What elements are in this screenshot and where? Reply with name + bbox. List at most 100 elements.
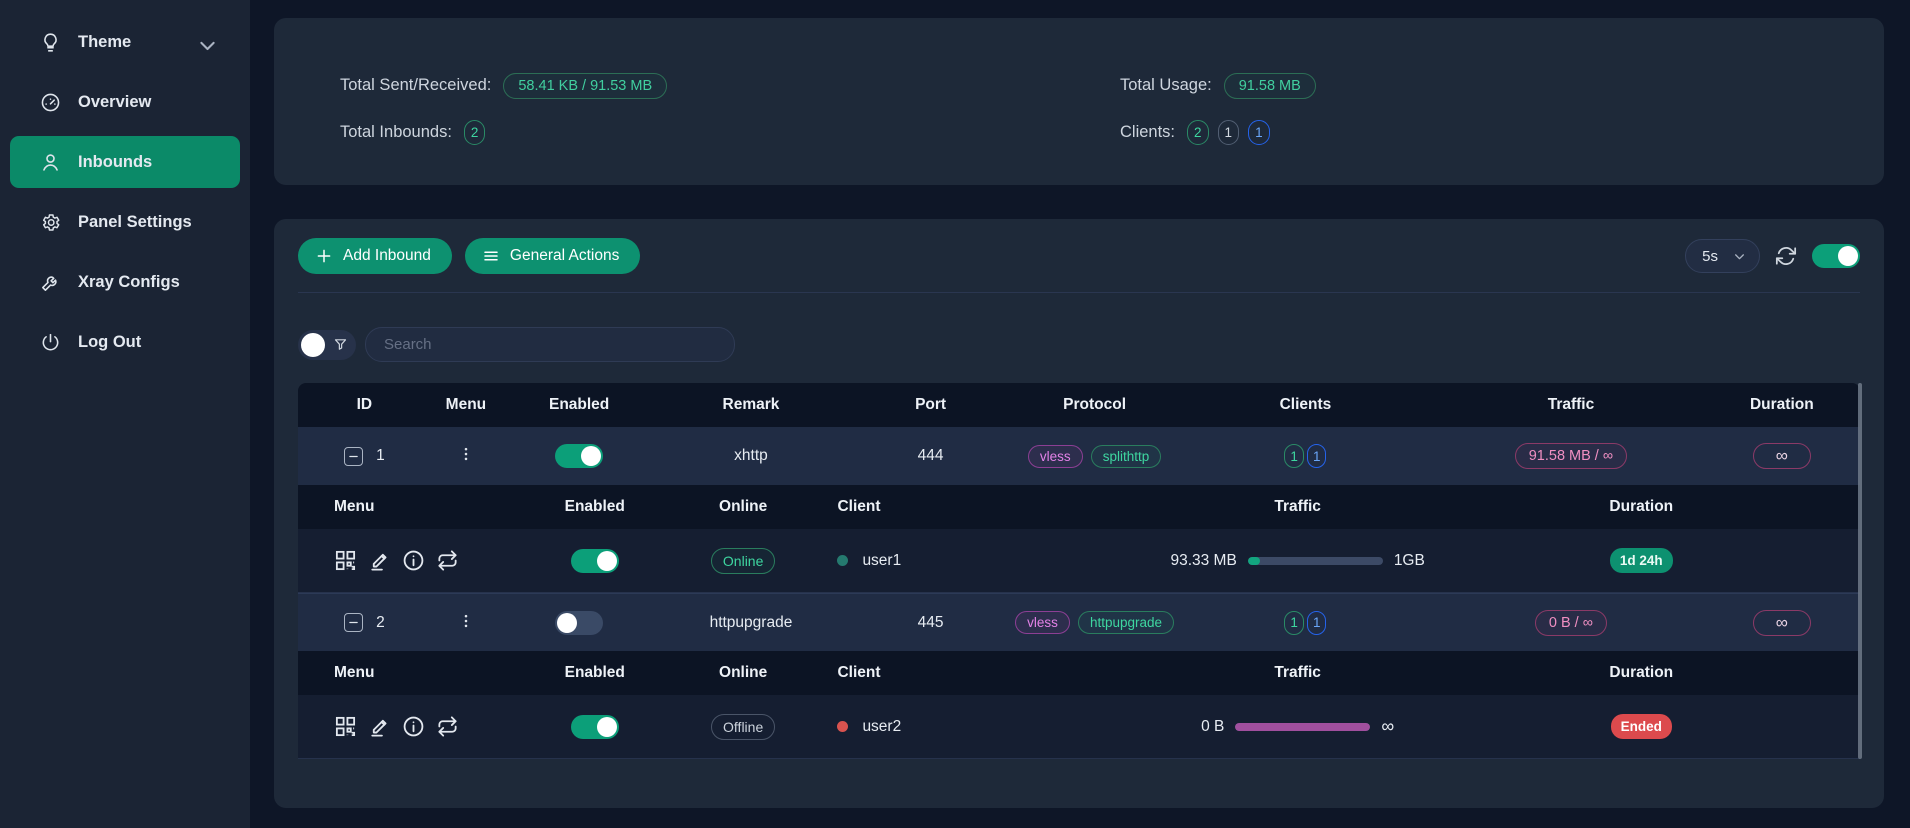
sidebar-item-overview[interactable]: Overview: [10, 76, 240, 128]
traffic-used: 0 B: [1201, 717, 1225, 735]
traffic-used: 93.33 MB: [1170, 551, 1237, 569]
info-icon[interactable]: [402, 549, 425, 572]
traffic-total: 1GB: [1393, 551, 1425, 569]
client-online-badge: 1: [1306, 610, 1327, 635]
client-duration-badge: Ended: [1610, 714, 1672, 739]
client-row: Online user1 93.33 MB 1GB 1d 24h: [298, 529, 1860, 593]
refresh-icon[interactable]: [1775, 245, 1797, 267]
collapse-row-button[interactable]: [344, 446, 364, 466]
stat-label: Clients:: [1120, 123, 1176, 141]
sidebar-item-xray-configs[interactable]: Xray Configs: [10, 256, 240, 308]
reset-traffic-icon[interactable]: [436, 715, 459, 738]
toolbar-divider: [298, 292, 1860, 293]
toggle-knob: [557, 612, 578, 633]
clients-total-badge: 2: [1187, 120, 1209, 145]
sub-col-client: Client: [837, 664, 881, 681]
sub-col-traffic: Traffic: [1274, 664, 1321, 681]
sidebar-item-log-out[interactable]: Log Out: [10, 316, 240, 368]
col-header-clients: Clients: [1279, 396, 1332, 413]
protocol-tag: httpupgrade: [1077, 611, 1174, 634]
inbound-traffic-pill: 0 B / ∞: [1534, 609, 1608, 636]
stat-label: Total Inbounds:: [340, 123, 452, 141]
sidebar-item-theme[interactable]: Theme: [10, 16, 240, 68]
sub-col-client: Client: [837, 498, 881, 515]
inbound-enabled-toggle[interactable]: [555, 444, 604, 468]
stat-total-usage: Total Usage: 91.58 MB: [1120, 72, 1316, 99]
protocol-tag: vless: [1015, 611, 1070, 634]
traffic-progress-bar: [1247, 556, 1383, 565]
qr-code-icon[interactable]: [334, 715, 357, 738]
inbound-id: 1: [376, 447, 385, 464]
clients-deactive-badge: 1: [1217, 120, 1240, 145]
toggle-knob: [596, 550, 617, 571]
col-header-menu: Menu: [445, 396, 487, 413]
traffic-progress-bar: [1235, 722, 1371, 731]
client-table-header: Menu Enabled Online Client Traffic Durat…: [298, 485, 1860, 529]
plus-icon: [315, 247, 333, 265]
auto-refresh-toggle[interactable]: [1812, 244, 1860, 268]
search-input[interactable]: [365, 327, 735, 362]
collapse-row-button[interactable]: [344, 613, 364, 632]
reset-traffic-icon[interactable]: [436, 549, 459, 572]
add-inbound-button[interactable]: Add Inbound: [298, 238, 452, 274]
edit-icon[interactable]: [368, 715, 391, 738]
client-name: user2: [862, 717, 902, 735]
traffic-progress-fill: [1235, 722, 1371, 731]
inbounds-count-badge: 2: [463, 120, 486, 145]
filter-toggle-knob: [301, 332, 325, 357]
info-icon[interactable]: [402, 715, 425, 738]
qr-code-icon[interactable]: [334, 549, 357, 572]
refresh-interval-value: 5s: [1702, 247, 1718, 265]
filter-toggle[interactable]: [298, 329, 356, 360]
col-header-duration: Duration: [1749, 396, 1814, 413]
client-enabled-toggle[interactable]: [570, 714, 619, 739]
sidebar-item-label: Theme: [78, 32, 132, 51]
col-header-traffic: Traffic: [1547, 396, 1595, 413]
add-inbound-label: Add Inbound: [343, 247, 431, 264]
stat-label: Total Usage:: [1120, 76, 1212, 94]
inbound-traffic-pill: 91.58 MB / ∞: [1514, 443, 1628, 469]
toggle-knob: [596, 716, 617, 737]
sub-col-menu: Menu: [334, 664, 375, 681]
main-content: Total Sent/Received: 58.41 KB / 91.53 MB…: [250, 0, 1910, 828]
sub-col-traffic: Traffic: [1274, 498, 1321, 515]
table-scrollbar[interactable]: [1858, 383, 1862, 759]
inbound-duration-pill: ∞: [1752, 443, 1811, 469]
bulb-icon: [40, 32, 61, 53]
sidebar-item-panel-settings[interactable]: Panel Settings: [10, 196, 240, 248]
col-header-port: Port: [915, 396, 947, 413]
inbound-remark: xhttp: [734, 447, 768, 464]
client-enabled-toggle[interactable]: [570, 548, 619, 573]
refresh-interval-select[interactable]: 5s: [1685, 239, 1760, 273]
client-duration-badge: 1d 24h: [1609, 548, 1673, 573]
client-table-header: Menu Enabled Online Client Traffic Durat…: [298, 651, 1860, 695]
inbound-enabled-toggle[interactable]: [555, 610, 604, 635]
client-row: Offline user2 0 B ∞ Ended: [298, 695, 1860, 759]
row-menu-button[interactable]: [457, 612, 475, 634]
clients-online-badge: 1: [1248, 120, 1270, 145]
table-header-row: ID Menu Enabled Remark Port Protocol Cli…: [298, 383, 1860, 427]
col-header-remark: Remark: [722, 396, 780, 413]
inbound-duration-pill: ∞: [1752, 609, 1811, 636]
inbounds-table: ID Menu Enabled Remark Port Protocol Cli…: [298, 383, 1862, 759]
sidebar-item-inbounds[interactable]: Inbounds: [10, 136, 240, 188]
toolbar: Add Inbound General Actions 5s: [298, 238, 1860, 274]
hamburger-icon: [482, 247, 500, 265]
sidebar-item-label: Xray Configs: [78, 272, 180, 291]
sub-col-online: Online: [719, 498, 768, 515]
stat-total-inbounds: Total Inbounds: 2: [340, 119, 486, 146]
sent-received-value-pill: 58.41 KB / 91.53 MB: [503, 72, 668, 99]
usage-value-pill: 91.58 MB: [1223, 72, 1316, 99]
row-menu-button[interactable]: [457, 445, 475, 467]
wrench-icon: [40, 272, 61, 293]
stat-sent-received: Total Sent/Received: 58.41 KB / 91.53 MB: [340, 72, 668, 99]
protocol-tag: vless: [1027, 444, 1083, 468]
inbound-remark: httpupgrade: [709, 613, 793, 631]
toggle-knob: [581, 446, 602, 466]
search-row: [298, 327, 1860, 362]
sub-col-online: Online: [719, 664, 768, 681]
edit-icon[interactable]: [368, 549, 391, 572]
user-icon: [40, 152, 61, 173]
protocol-tag: splithttp: [1090, 444, 1162, 468]
general-actions-button[interactable]: General Actions: [464, 238, 641, 274]
